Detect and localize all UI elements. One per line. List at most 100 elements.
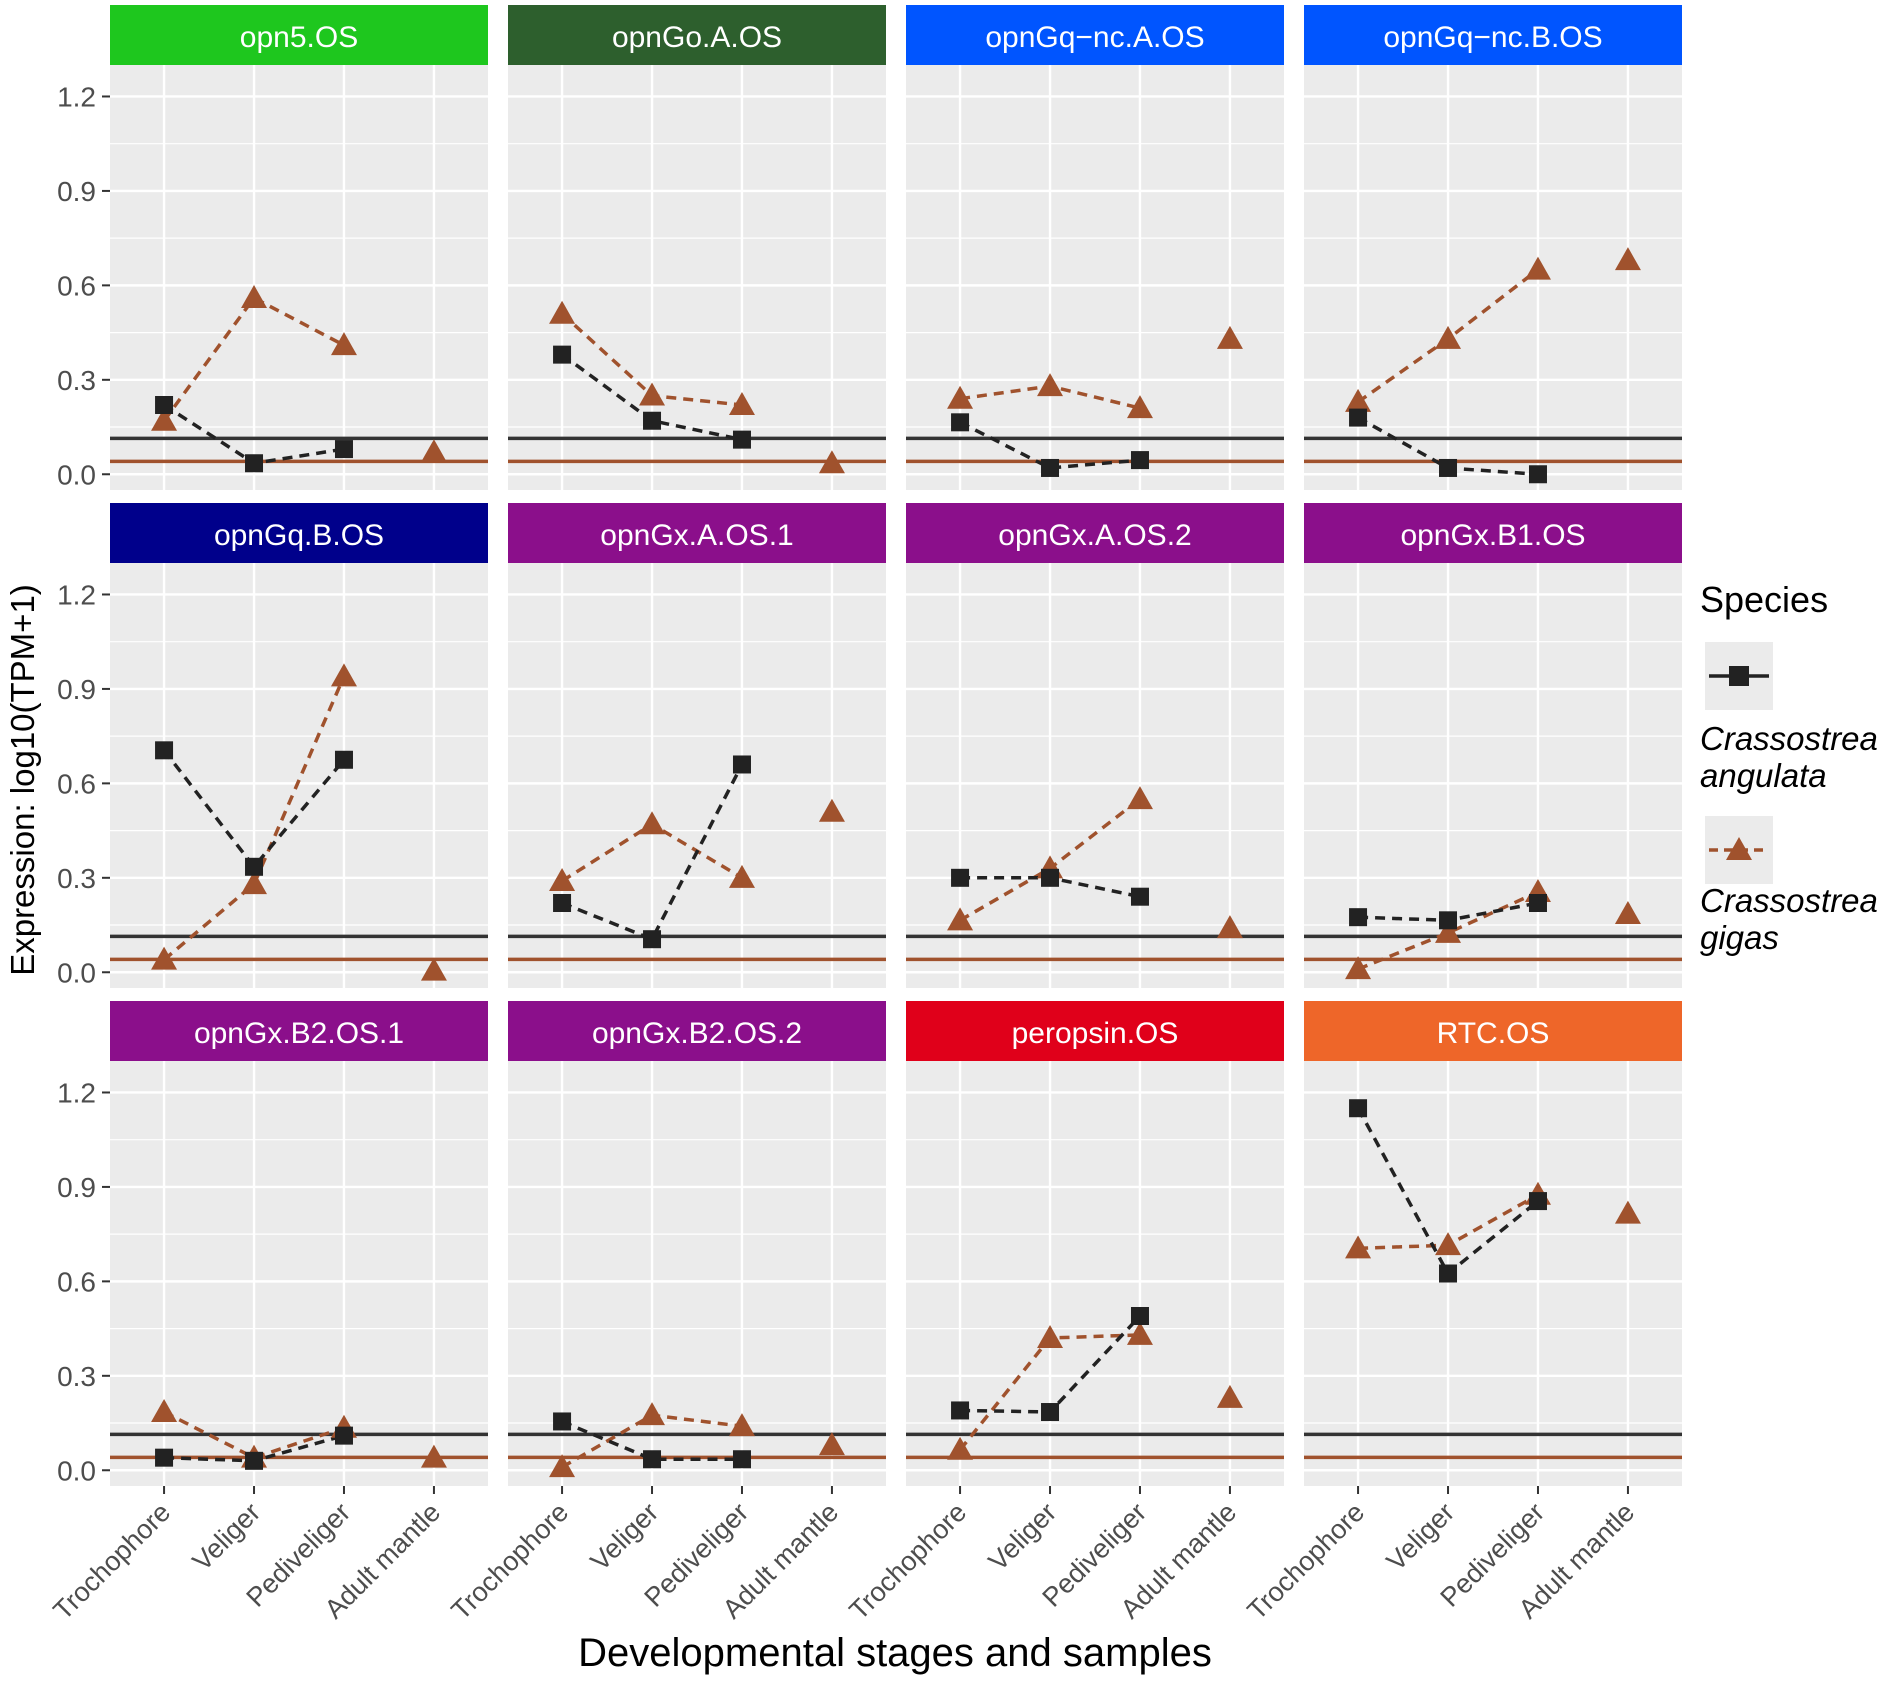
panel-2: opnGo.A.OS [508, 5, 886, 490]
legend: Species Crassostrea angulata Crassostrea… [1700, 579, 1878, 956]
series-line-angulata [959, 420, 1141, 470]
legend-label-angulata-1: Crassostrea [1700, 720, 1878, 757]
panel-title: opn5.OS [240, 21, 358, 54]
point-angulata [334, 440, 353, 459]
point-gigas [330, 663, 357, 687]
point-angulata [951, 413, 970, 432]
point-gigas [947, 1436, 974, 1460]
point-gigas [549, 300, 576, 324]
point-angulata [1130, 887, 1149, 906]
y-tick-label: 1.2 [57, 1077, 96, 1108]
point-gigas [1345, 956, 1372, 980]
x-tick-label: Veliger [983, 1497, 1063, 1577]
panel-title: opnGx.B1.OS [1400, 519, 1585, 552]
point-gigas [151, 407, 178, 431]
point-gigas [151, 946, 178, 970]
point-angulata [155, 396, 174, 414]
panel-background [1304, 1061, 1682, 1486]
point-angulata [245, 857, 264, 876]
point-angulata [334, 1426, 353, 1445]
x-tick-label: Veliger [1381, 1497, 1461, 1577]
panel-strip [1304, 1001, 1682, 1061]
panel-title: opnGo.A.OS [612, 21, 782, 54]
panel-strip [906, 1001, 1284, 1061]
point-gigas [818, 798, 845, 822]
panel-background [906, 1061, 1284, 1486]
panel-11: peropsin.OS [906, 1001, 1284, 1486]
point-gigas [1037, 373, 1064, 397]
panel-background [508, 563, 886, 988]
point-angulata [951, 1401, 970, 1420]
x-tick-label: Veliger [187, 1497, 267, 1577]
panel-10: opnGx.B2.OS.2 [508, 1001, 886, 1486]
y-tick-label: 0.0 [57, 459, 96, 490]
point-angulata [1041, 868, 1060, 887]
x-tick-label: Trochophore [1242, 1497, 1371, 1626]
panel-title: opnGq−nc.B.OS [1383, 21, 1602, 54]
legend-marker-angulata [1729, 666, 1749, 686]
y-tick-label: 0.0 [57, 957, 96, 988]
point-angulata [334, 750, 353, 769]
series-line-gigas [162, 675, 346, 962]
panel-title: peropsin.OS [1012, 1017, 1179, 1050]
point-gigas [639, 382, 666, 406]
point-angulata [643, 930, 662, 949]
point-angulata [553, 894, 572, 912]
point-angulata [1130, 451, 1149, 470]
y-tick-label: 1.2 [57, 81, 96, 112]
point-angulata [245, 454, 264, 473]
panel-background [508, 65, 886, 490]
y-tick-label: 0.3 [57, 1361, 96, 1392]
legend-label-gigas-2: gigas [1700, 919, 1779, 956]
point-angulata [1130, 1307, 1149, 1325]
point-gigas [241, 871, 268, 895]
panel-strip [508, 1001, 886, 1061]
point-angulata [1349, 908, 1368, 927]
legend-label-angulata-2: angulata [1700, 757, 1827, 794]
legend-marker-gigas [1726, 837, 1752, 860]
y-tick-label: 0.6 [57, 270, 96, 301]
point-angulata [1349, 408, 1368, 427]
point-angulata [732, 430, 751, 449]
point-gigas [1524, 256, 1551, 280]
series-line-angulata [162, 749, 346, 870]
panel-6: opnGx.A.OS.1 [508, 503, 886, 988]
point-angulata [951, 868, 970, 887]
point-angulata [1349, 1099, 1368, 1118]
x-tick-label: Trochophore [844, 1497, 973, 1626]
point-gigas [1216, 915, 1243, 939]
x-tick-label: Trochophore [446, 1497, 575, 1626]
point-gigas [1126, 395, 1153, 419]
point-gigas [728, 1413, 755, 1437]
legend-title: Species [1700, 579, 1828, 620]
point-gigas [1345, 1235, 1372, 1259]
point-gigas [1614, 247, 1641, 271]
panel-background [110, 1061, 488, 1486]
point-angulata [1041, 1403, 1060, 1422]
x-axis-title: Developmental stages and samples [578, 1631, 1212, 1675]
point-angulata [1439, 911, 1458, 930]
point-gigas [151, 1399, 178, 1423]
panel-strip [1304, 5, 1682, 65]
y-axes: 0.0 0.3 0.6 0.9 1.2 0.0 0.3 0.6 0.9 1.2 0.0 0.3 0.6 0… [57, 81, 110, 1486]
point-angulata [155, 1448, 174, 1467]
point-gigas [947, 907, 974, 931]
point-gigas [639, 1402, 666, 1426]
y-tick-label: 0.6 [57, 1266, 96, 1297]
point-gigas [1126, 1321, 1153, 1345]
panel-title: RTC.OS [1437, 1017, 1550, 1050]
point-gigas [420, 957, 447, 981]
panel-9: opnGx.B2.OS.1 [110, 1001, 488, 1486]
point-gigas [1126, 786, 1153, 810]
point-angulata [732, 755, 751, 774]
panel-3: opnGq−nc.A.OS [906, 5, 1284, 490]
point-angulata [643, 1450, 662, 1469]
point-gigas [1216, 325, 1243, 349]
point-gigas [1435, 1232, 1462, 1256]
point-gigas [1037, 1325, 1064, 1349]
panel-strip [906, 503, 1284, 563]
point-angulata [732, 1450, 751, 1469]
point-angulata [1041, 458, 1060, 477]
panel-12: RTC.OS [1304, 1001, 1682, 1486]
